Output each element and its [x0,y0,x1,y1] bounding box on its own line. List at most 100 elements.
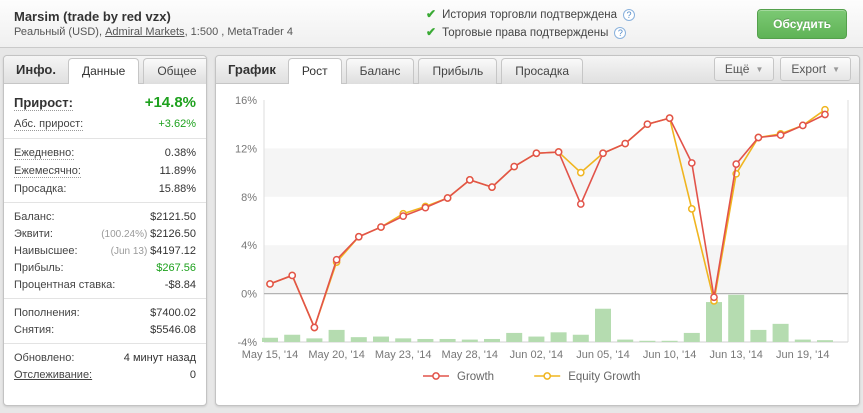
stat-row: Абс. прирост: +3.62% [14,115,196,133]
divider [4,343,206,344]
stat-row: Прирост: +14.8% [14,91,196,115]
account-identity: Marsim (trade by red vzx) Реальный (USD)… [14,8,426,40]
stat-value: (100.24%) $2126.50 [101,227,196,240]
page-title: Marsim (trade by red vzx) [14,8,171,24]
stat-label: Процентная ставка: [14,278,116,291]
divider [4,202,206,203]
chart-panel-title: График [228,62,276,77]
stat-label: Прирост: [14,95,73,111]
stat-value: 4 минут назад [123,351,196,364]
stat-row: Просадка: 15.88% [14,180,196,197]
verification-item: ✔ История торговли подтверждена? [426,6,757,24]
svg-text:16%: 16% [235,95,257,107]
chart-tab-profit[interactable]: Прибыль [418,58,498,84]
svg-text:May 20, '14: May 20, '14 [308,349,365,361]
stat-label: Пополнения: [14,306,80,319]
stat-value: 15.88% [158,182,196,195]
account-subtitle: Реальный (USD), Admiral Markets, 1:500 ,… [14,25,426,40]
svg-text:Jun 19, '14: Jun 19, '14 [776,349,829,361]
x-tick-labels: May 15, '14 May 20, '14 May 23, '14 May 28,… [242,349,830,361]
chart-tab-growth[interactable]: Рост [287,58,342,84]
chart-tab-balance[interactable]: Баланс [345,58,415,84]
stat-value: 11.89% [159,164,197,177]
verification-label: История торговли подтверждена [442,8,617,21]
svg-text:Jun 02, '14: Jun 02, '14 [510,349,563,361]
legend-item-growth[interactable]: Growth [423,371,494,383]
stat-value: +14.8% [144,94,196,111]
svg-text:12%: 12% [235,143,257,155]
stat-value: $267.56 [156,261,196,274]
stat-row: Пополнения: $7400.02 [14,304,196,321]
stat-label: Ежемесячно: [14,164,81,178]
chart-tab-drawdown[interactable]: Просадка [501,58,584,84]
chevron-down-icon: ▼ [832,64,840,74]
help-icon[interactable]: ? [622,8,635,21]
stat-row: Ежедневно: 0.38% [14,144,196,162]
account-leverage-text: , 1:500 , MetaTrader 4 [184,25,293,38]
stat-row: Прибыль: $267.56 [14,259,196,276]
divider [4,298,206,299]
stat-row: Снятия: $5546.08 [14,321,196,338]
chart-panel: График Рост Баланс Прибыль Просадка Ещё ▼ Ex… [215,55,860,406]
stat-label: Эквити: [14,227,53,240]
account-header: Marsim (trade by red vzx) Реальный (USD)… [0,0,863,48]
check-icon: ✔ [426,6,437,21]
stat-label: Просадка: [14,182,67,195]
sidebar-tab-general[interactable]: Общее [143,58,206,84]
stat-row: Отслеживание: 0 [14,366,196,383]
volume-bars [262,294,833,342]
help-icon[interactable]: ? [614,26,627,39]
stat-row: Баланс: $2121.50 [14,208,196,225]
divider [4,138,206,139]
check-icon: ✔ [426,24,437,39]
svg-text:May 28, '14: May 28, '14 [442,349,499,361]
stat-label[interactable]: Отслеживание: [14,368,93,381]
stat-label: Абс. прирост: [14,117,84,131]
stat-value: $2121.50 [150,210,196,223]
svg-text:0%: 0% [241,289,257,301]
discuss-button[interactable]: Обсудить [757,8,847,39]
stat-label: Прибыль: [14,261,64,274]
stat-label: Баланс: [14,210,55,223]
plot-band [264,148,848,197]
stat-value: -$8.84 [164,278,196,291]
info-sidebar: Инфо. Данные Общее Прирост: +14.8% Абс. пр… [3,55,207,406]
svg-text:Equity Growth: Equity Growth [568,371,640,383]
stat-value: $7400.02 [150,306,196,319]
chart-tabbar: График Рост Баланс Прибыль Просадка Ещё ▼ Ex… [216,56,859,84]
stat-value: $5546.08 [150,323,196,336]
stat-row: Ежемесячно: 11.89% [14,162,196,180]
growth-series [266,110,829,332]
account-type-text: Реальный (USD), [14,25,106,38]
stat-label: Снятия: [14,323,55,336]
verification-label: Торговые права подтверждены [442,26,609,39]
stats-list: Прирост: +14.8% Абс. прирост: +3.62% Ежеднев… [4,84,206,383]
sidebar-title: Инфо. [16,62,56,77]
stat-value: +3.62% [158,117,196,130]
sidebar-tabbar: Инфо. Данные Общее [4,56,206,84]
stat-label: Наивысшее: [14,244,78,257]
legend-item-equity-growth[interactable]: Equity Growth [534,371,640,383]
svg-text:Jun 05, '14: Jun 05, '14 [576,349,629,361]
sidebar-tab-data[interactable]: Данные [67,58,140,84]
y-tick-labels: 16% 12% 8% 4% 0% -4% [235,95,257,349]
stat-label: Ежедневно: [14,146,75,160]
export-button[interactable]: Export ▼ [780,56,851,81]
stat-row: Эквити: (100.24%) $2126.50 [14,225,196,242]
verification-list: ✔ История торговли подтверждена? ✔ Торговые… [426,6,757,42]
svg-text:4%: 4% [241,240,257,252]
stat-value: 0 [189,368,196,381]
stat-row: Процентная ставка: -$8.84 [14,276,196,293]
export-button-label: Export [791,61,827,76]
svg-text:8%: 8% [241,192,257,204]
svg-text:Growth: Growth [457,371,494,383]
more-button[interactable]: Ещё ▼ [713,56,775,81]
stat-label: Обновлено: [14,351,75,364]
stat-row: Наивысшее: (Jun 13) $4197.12 [14,242,196,259]
broker-link[interactable]: Admiral Markets [105,25,185,38]
verification-item: ✔ Торговые права подтверждены? [426,24,757,42]
svg-text:-4%: -4% [237,337,257,349]
svg-text:May 23, '14: May 23, '14 [375,349,432,361]
plot-band [264,245,848,294]
stat-row: Обновлено: 4 минут назад [14,349,196,366]
